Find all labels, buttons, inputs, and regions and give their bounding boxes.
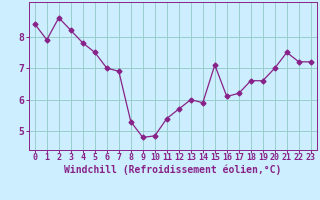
X-axis label: Windchill (Refroidissement éolien,°C): Windchill (Refroidissement éolien,°C) [64, 165, 282, 175]
